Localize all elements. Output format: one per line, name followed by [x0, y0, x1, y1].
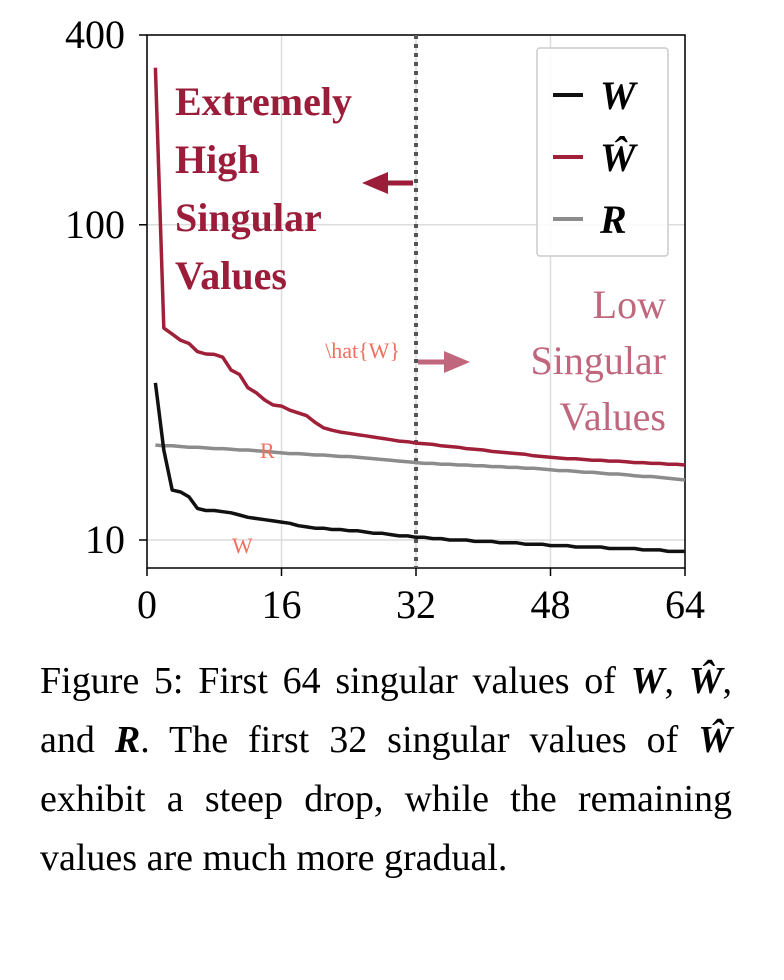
caption-text: , — [664, 660, 689, 702]
annotation: Values — [175, 253, 287, 298]
annotation: Low — [593, 282, 666, 327]
series-line — [153, 67, 686, 467]
y-tick-label: 10 — [85, 517, 125, 562]
y-tick-label: 400 — [65, 12, 125, 57]
x-tick-label: 16 — [262, 582, 302, 627]
caption-math: Ŵ — [698, 719, 732, 761]
x-tick-label: 0 — [137, 582, 157, 627]
series-label: W — [232, 533, 253, 558]
legend-box — [536, 47, 669, 257]
x-tick-label: 48 — [531, 582, 571, 627]
arrow-head — [362, 172, 388, 194]
x-tick-label: 32 — [396, 582, 436, 627]
arrow-head — [444, 351, 470, 373]
caption-text: Figure 5: First 64 singular values of — [40, 660, 631, 702]
annotation: Singular — [530, 338, 666, 383]
x-tick-label: 64 — [665, 582, 705, 627]
annotation: Extremely — [175, 79, 352, 124]
chart: 0 16 32 48 6410100400WŴRExtremelyHighSingula… — [65, 12, 705, 627]
series-line — [155, 443, 686, 482]
legend-label: W — [600, 73, 638, 118]
annotation: Values — [559, 394, 666, 439]
caption-text: exhibit a steep drop, while the remainin… — [40, 778, 732, 879]
caption-text: . The first 32 singular values of — [140, 719, 699, 761]
annotation: Singular — [175, 195, 322, 240]
series-label: R — [260, 438, 275, 463]
caption-math: Ŵ — [688, 660, 723, 702]
legend-label: R — [599, 197, 627, 242]
caption-text: , and — [40, 660, 733, 761]
series-line — [153, 382, 685, 554]
annotation: High — [175, 137, 259, 182]
caption: Figure 5: First 64 singular values of W,… — [40, 652, 732, 888]
y-tick-label: 100 — [65, 202, 125, 247]
caption-math: R — [114, 719, 141, 761]
caption-math: W — [630, 660, 665, 702]
legend-label: Ŵ — [600, 135, 638, 180]
annotation: \hat{W} — [325, 338, 400, 363]
